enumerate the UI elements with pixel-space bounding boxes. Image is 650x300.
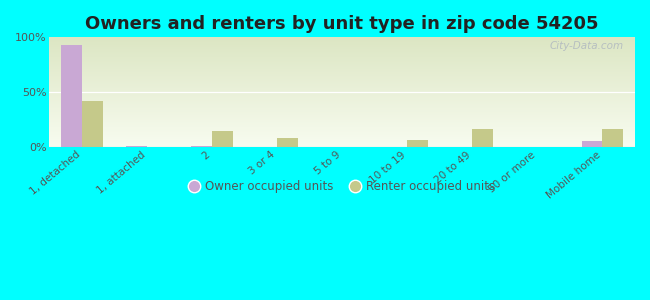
- Legend: Owner occupied units, Renter occupied units: Owner occupied units, Renter occupied un…: [185, 175, 500, 198]
- Title: Owners and renters by unit type in zip code 54205: Owners and renters by unit type in zip c…: [85, 15, 599, 33]
- Bar: [408, 140, 428, 147]
- Bar: [473, 129, 493, 147]
- Bar: [82, 101, 103, 147]
- Bar: [212, 131, 233, 147]
- Text: City-Data.com: City-Data.com: [549, 40, 623, 51]
- Bar: [582, 141, 603, 147]
- Bar: [61, 45, 82, 147]
- Bar: [191, 146, 212, 147]
- Bar: [603, 129, 623, 147]
- Bar: [126, 146, 147, 147]
- Bar: [277, 138, 298, 147]
